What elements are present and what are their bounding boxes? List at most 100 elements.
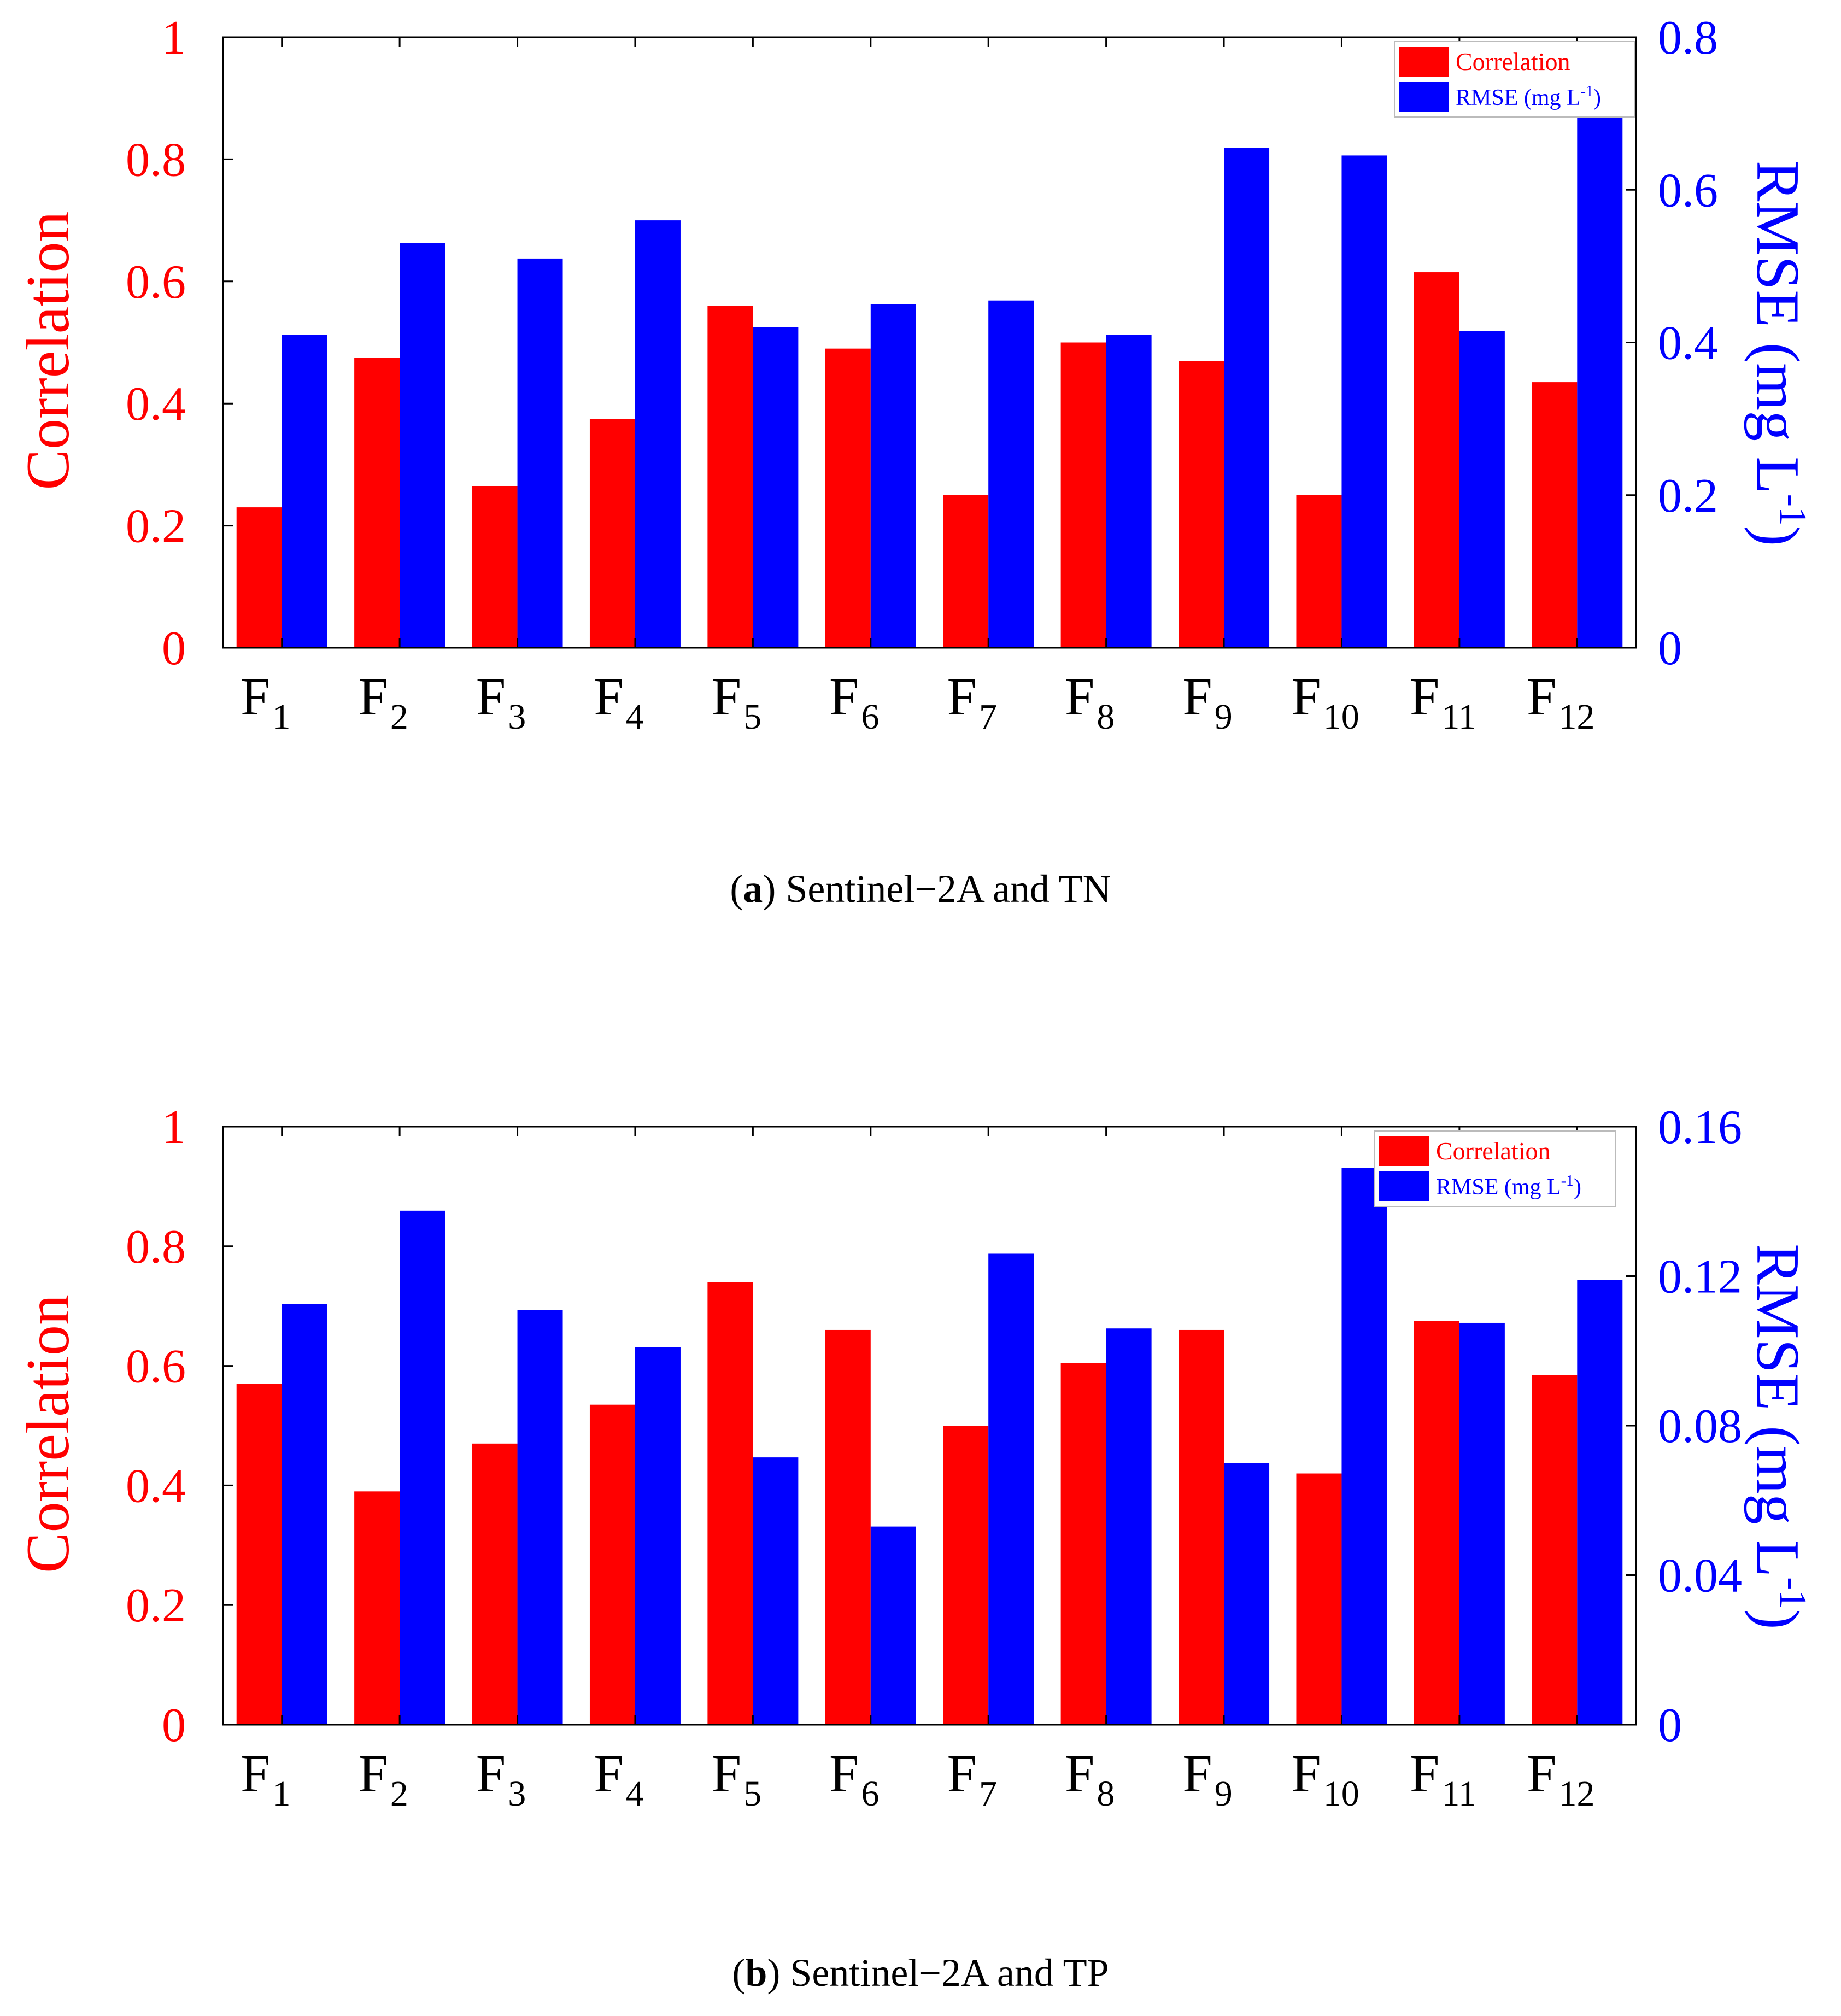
y-tick-label-right-a: 0.8 [1658, 11, 1718, 65]
bar-rmse-b-f8 [1106, 1328, 1152, 1725]
legend-swatch-correlation-a [1399, 47, 1449, 77]
bar-correlation-a-f6 [825, 348, 871, 648]
x-tick-label-a-f5: F5 [712, 667, 762, 737]
y-axis-title-left-a: Correlation [14, 211, 82, 490]
bar-rmse-a-f5 [753, 327, 799, 648]
y-tick-label-left-a: 0.2 [126, 500, 186, 553]
y-axis-title-left-b: Correlation [14, 1294, 82, 1573]
x-tick-label-a-f7: F7 [947, 667, 997, 737]
y-tick-label-left-b: 0.2 [126, 1579, 186, 1632]
bar-rmse-b-f9 [1224, 1463, 1270, 1725]
chart-panel-b: F1 F2 F3 F4 F5 F6 F7 F8 F9 F10 F11 F12 0 0.2 0.4 0.6 0.8… [14, 1101, 1814, 1814]
x-tick-label-b-f9: F9 [1182, 1744, 1233, 1814]
y-tick-label-right-a: 0.6 [1658, 164, 1718, 217]
x-tick-label-b-f1: F1 [241, 1744, 291, 1814]
y-tick-label-right-b: 0.12 [1658, 1251, 1742, 1304]
bar-rmse-a-f8 [1106, 335, 1152, 648]
bar-rmse-a-f10 [1341, 155, 1387, 648]
bar-correlation-a-f5 [707, 306, 753, 648]
bar-correlation-b-f10 [1296, 1473, 1342, 1725]
legend-label-rmse-b: RMSE (mg L-1) [1436, 1173, 1581, 1200]
bar-correlation-b-f2 [354, 1491, 400, 1725]
y-tick-label-left-b: 0.8 [126, 1221, 186, 1274]
y-tick-label-left-b: 0.6 [126, 1340, 186, 1393]
caption-b: (b) Sentinel−2A and TP [732, 1951, 1109, 1995]
bar-rmse-b-f4 [635, 1347, 681, 1725]
y-tick-label-right-a: 0.2 [1658, 470, 1718, 523]
y-tick-label-left-a: 1 [162, 11, 186, 65]
x-tick-label-a-f1: F1 [241, 667, 291, 737]
x-tick-label-b-f7: F7 [947, 1744, 997, 1814]
bar-correlation-a-f9 [1179, 361, 1224, 648]
x-tick-label-b-f6: F6 [829, 1744, 880, 1814]
bar-rmse-a-f11 [1459, 331, 1505, 648]
x-tick-label-b-f12: F12 [1527, 1744, 1595, 1814]
bar-correlation-b-f1 [236, 1384, 282, 1725]
y-tick-label-left-b: 0.4 [126, 1460, 186, 1513]
legend-swatch-rmse-a [1399, 82, 1449, 112]
x-tick-label-b-f10: F10 [1291, 1744, 1359, 1814]
bar-correlation-a-f8 [1060, 342, 1106, 648]
legend-label-rmse-a: RMSE (mg L-1) [1456, 83, 1601, 110]
bar-correlation-a-f12 [1532, 382, 1578, 648]
legend-b: Correlation RMSE (mg L-1) [1374, 1130, 1616, 1207]
bar-rmse-a-f2 [400, 243, 445, 648]
bar-correlation-b-f12 [1532, 1375, 1578, 1725]
y-tick-label-left-b: 1 [162, 1101, 186, 1154]
y-tick-label-right-b: 0 [1658, 1699, 1682, 1752]
bar-rmse-a-f12 [1577, 106, 1623, 648]
bar-rmse-b-f5 [753, 1457, 799, 1725]
bar-correlation-a-f7 [943, 495, 989, 648]
legend-swatch-rmse-b [1379, 1171, 1429, 1201]
bar-correlation-b-f8 [1060, 1363, 1106, 1725]
bar-rmse-b-f12 [1577, 1280, 1623, 1725]
legend-swatch-correlation-b [1379, 1136, 1429, 1166]
x-tick-label-a-f11: F11 [1410, 667, 1476, 737]
bar-correlation-b-f7 [943, 1426, 989, 1725]
bar-correlation-a-f10 [1296, 495, 1342, 648]
bar-rmse-a-f1 [282, 335, 327, 648]
legend-label-correlation-a: Correlation [1456, 48, 1570, 75]
chart-panel-a: F1 F2 F3 F4 F5 F6 F7 F8 F9 F10 F11 F12 0 0.2 0.4 0.6 0.8… [14, 11, 1814, 737]
bar-correlation-b-f6 [825, 1329, 871, 1725]
x-tick-label-a-f3: F3 [476, 667, 526, 737]
legend-a: Correlation RMSE (mg L-1) [1394, 41, 1635, 118]
bar-rmse-a-f3 [517, 258, 563, 648]
bar-correlation-b-f3 [472, 1443, 518, 1725]
x-tick-label-a-f4: F4 [594, 667, 644, 737]
x-tick-label-b-f3: F3 [476, 1744, 526, 1814]
y-tick-label-right-b: 0.04 [1658, 1550, 1742, 1603]
bar-rmse-a-f4 [635, 220, 681, 648]
x-tick-label-a-f12: F12 [1527, 667, 1595, 737]
bar-rmse-b-f3 [517, 1310, 563, 1725]
x-tick-label-b-f8: F8 [1065, 1744, 1115, 1814]
bar-correlation-b-f11 [1414, 1321, 1459, 1725]
bar-correlation-b-f5 [707, 1282, 753, 1725]
bar-rmse-b-f1 [282, 1304, 327, 1725]
x-tick-label-a-f2: F2 [358, 667, 408, 737]
bar-rmse-b-f10 [1341, 1168, 1387, 1725]
x-tick-label-a-f10: F10 [1291, 667, 1359, 737]
y-tick-label-right-b: 0.16 [1658, 1101, 1742, 1154]
x-tick-label-b-f5: F5 [712, 1744, 762, 1814]
legend-label-correlation-b: Correlation [1436, 1137, 1551, 1165]
x-tick-label-a-f8: F8 [1065, 667, 1115, 737]
bar-correlation-b-f4 [589, 1404, 635, 1725]
x-tick-label-a-f9: F9 [1182, 667, 1233, 737]
y-tick-label-left-a: 0.8 [126, 133, 186, 186]
y-axis-title-right-b: RMSE (mg L-1) [1744, 1244, 1814, 1629]
caption-a: (a) Sentinel−2A and TN [730, 867, 1111, 911]
y-tick-label-left-a: 0.4 [126, 378, 186, 431]
y-tick-label-left-a: 0.6 [126, 256, 186, 309]
bar-rmse-a-f6 [870, 304, 916, 648]
x-tick-label-b-f11: F11 [1410, 1744, 1476, 1814]
y-axis-title-right-a: RMSE (mg L-1) [1744, 161, 1814, 546]
bar-rmse-b-f2 [400, 1210, 445, 1725]
bar-correlation-a-f2 [354, 358, 400, 648]
x-tick-label-b-f4: F4 [594, 1744, 644, 1814]
x-tick-label-a-f6: F6 [829, 667, 880, 737]
y-tick-label-right-a: 0.4 [1658, 317, 1718, 370]
y-tick-label-right-b: 0.08 [1658, 1400, 1742, 1453]
bar-rmse-b-f11 [1459, 1322, 1505, 1725]
